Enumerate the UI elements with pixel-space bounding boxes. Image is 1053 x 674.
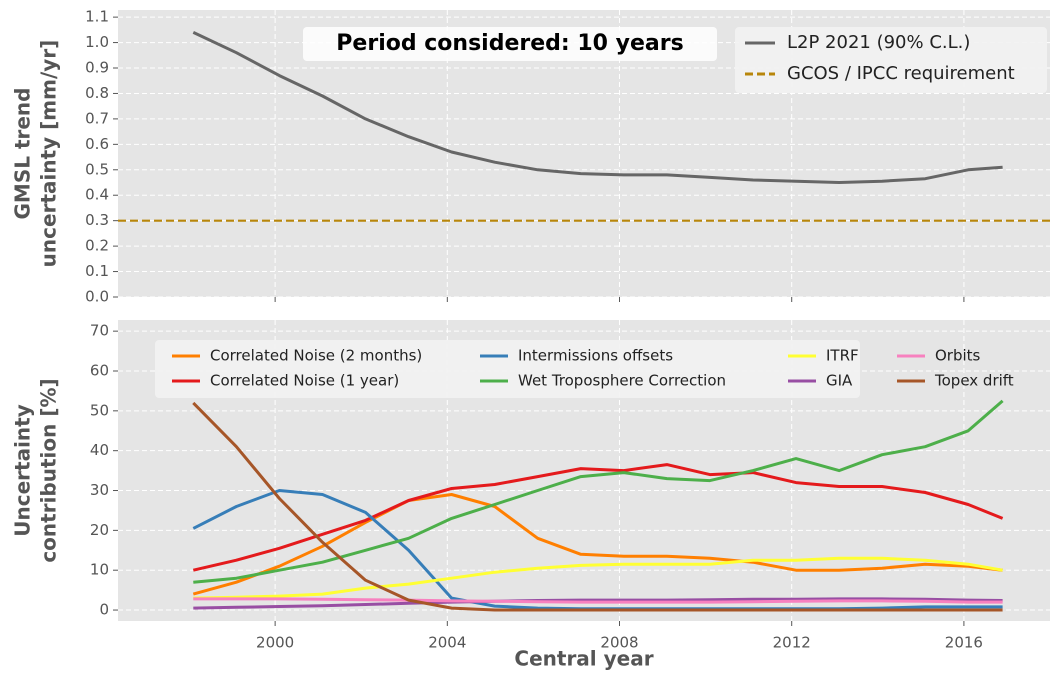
y-tick-label: 0.5	[85, 160, 109, 178]
y-tick-label: 20	[90, 521, 109, 539]
y-axis-label: contribution [%]	[37, 378, 61, 562]
series-line	[193, 597, 1003, 610]
x-tick-label: 2012	[773, 634, 811, 652]
series-line	[192, 401, 1003, 612]
x-tick-label: 2004	[428, 634, 466, 652]
legend-label: Correlated Noise (1 year)	[210, 372, 399, 390]
x-tick-label: 2008	[600, 634, 638, 652]
legend-label: GCOS / IPCC requirement	[787, 63, 1015, 84]
y-tick-label: 0.6	[85, 135, 109, 153]
series-line	[193, 399, 1004, 584]
y-tick-label: 50	[90, 401, 109, 419]
y-axis-label: uncertainty [mm/yr]	[37, 40, 61, 268]
y-tick-label: 0.3	[85, 211, 109, 229]
legend-box	[735, 27, 1047, 93]
series-line	[193, 556, 1003, 600]
legend-label: GIA	[826, 372, 853, 390]
legend-label: Topex drift	[934, 372, 1014, 390]
x-tick-label: 2000	[256, 634, 294, 652]
y-axis-label: GMSL trend	[11, 88, 35, 220]
y-tick-label: 0.8	[85, 84, 109, 102]
annotation: Period considered: 10 years	[336, 31, 683, 56]
y-tick-label: 0.1	[85, 262, 109, 280]
legend-box	[155, 340, 860, 398]
y-tick-label: 70	[90, 322, 109, 340]
series-line	[193, 597, 1003, 604]
x-tick-label: 2016	[945, 634, 983, 652]
legend-label: ITRF	[826, 347, 859, 365]
legend-label: L2P 2021 (90% C.L.)	[787, 32, 970, 53]
y-tick-label: 0.2	[85, 237, 109, 255]
y-tick-label: 0	[99, 601, 109, 619]
legend-label: Correlated Noise (2 months)	[210, 347, 422, 365]
series-line	[192, 493, 1003, 596]
y-tick-label: 0.7	[85, 109, 109, 127]
x-axis-label: Central year	[514, 647, 653, 671]
y-tick-label: 0.0	[85, 288, 109, 306]
y-tick-label: 0.9	[85, 59, 109, 77]
legend-label: Wet Troposphere Correction	[518, 372, 726, 390]
annotation-box	[303, 27, 717, 61]
y-tick-label: 1.1	[85, 8, 109, 26]
legend-label: Intermissions offsets	[518, 347, 673, 365]
y-tick-label: 30	[90, 481, 109, 499]
legend-label: Orbits	[935, 347, 981, 365]
series-line	[192, 463, 1004, 572]
series-line	[192, 31, 1003, 184]
y-tick-label: 10	[90, 561, 109, 579]
y-axis-label: Uncertainty	[11, 404, 35, 537]
y-tick-label: 0.4	[85, 186, 109, 204]
y-tick-label: 40	[90, 441, 109, 459]
y-tick-label: 60	[90, 361, 109, 379]
y-tick-label: 1.0	[85, 33, 109, 51]
